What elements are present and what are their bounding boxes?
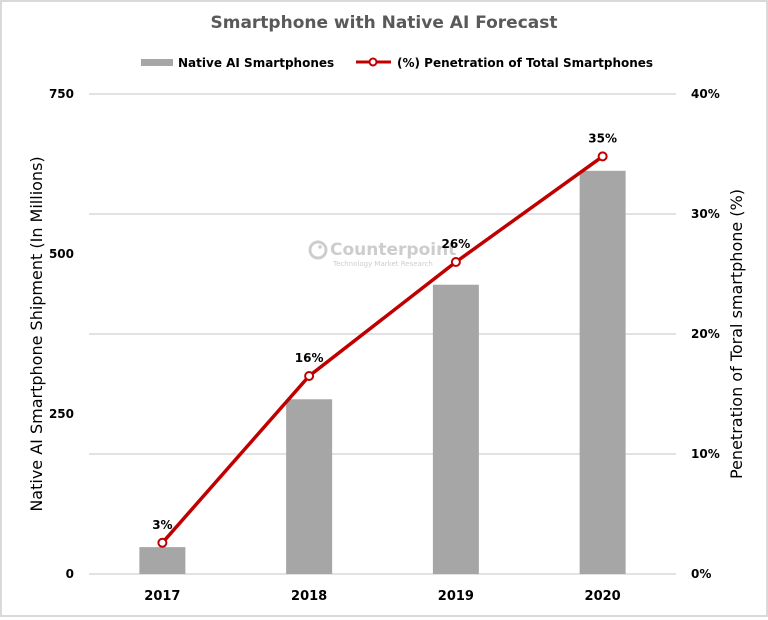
bar — [286, 399, 333, 574]
chart-title: Smartphone with Native AI Forecast — [210, 13, 557, 33]
left-axis-title: Native AI Smartphone Shipment (In Millio… — [27, 156, 46, 511]
line-marker — [450, 257, 461, 267]
x-axis: 2017 2018 2019 2020 — [144, 589, 620, 604]
right-axis-tick: 0% — [691, 567, 711, 581]
right-axis: 0% 10% 20% 30% 40% — [691, 87, 720, 581]
legend-bar-swatch-icon — [141, 59, 173, 66]
watermark-tagline: Technology Market Research — [332, 260, 433, 268]
line-marker — [304, 371, 315, 381]
legend-line-label: (%) Penetration of Total Smartphones — [397, 56, 653, 70]
x-axis-tick: 2018 — [291, 589, 327, 604]
counterpoint-logo-icon — [308, 240, 328, 260]
data-label: 3% — [152, 518, 172, 532]
x-axis-tick: 2020 — [585, 589, 621, 604]
left-axis-tick: 750 — [49, 87, 74, 101]
line-marker — [157, 537, 168, 548]
right-axis-tick: 30% — [691, 207, 720, 221]
bar — [139, 547, 186, 574]
legend-bar-label: Native AI Smartphones — [178, 56, 334, 70]
line-series: 3% 16% 26% 35% — [152, 131, 617, 548]
left-axis-tick: 250 — [49, 407, 74, 421]
bar — [579, 170, 626, 575]
right-axis-tick: 40% — [691, 87, 720, 101]
left-axis: 0 250 500 750 — [49, 87, 74, 581]
right-axis-title: Penetration of Toral smartphone (%) — [727, 189, 746, 479]
gridlines — [89, 93, 676, 575]
data-label: 16% — [295, 351, 324, 365]
legend: Native AI Smartphones (%) Penetration of… — [141, 56, 653, 70]
bar — [432, 284, 479, 574]
bar-series — [139, 170, 626, 575]
right-axis-tick: 10% — [691, 447, 720, 461]
x-axis-tick: 2017 — [144, 589, 180, 604]
data-label: 35% — [588, 131, 617, 145]
line-marker — [597, 151, 608, 162]
right-axis-tick: 20% — [691, 327, 720, 341]
penetration-line — [161, 154, 604, 544]
watermark: Counterpoint Technology Market Research — [308, 240, 456, 268]
legend-line-marker-icon — [368, 57, 378, 67]
data-label: 26% — [442, 237, 471, 251]
watermark-brand: Counterpoint — [330, 240, 456, 260]
left-axis-tick: 500 — [49, 247, 74, 261]
x-axis-tick: 2019 — [438, 589, 474, 604]
left-axis-tick: 0 — [66, 567, 74, 581]
